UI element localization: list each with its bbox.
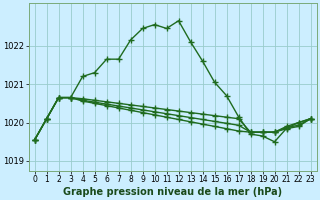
X-axis label: Graphe pression niveau de la mer (hPa): Graphe pression niveau de la mer (hPa) [63, 187, 282, 197]
